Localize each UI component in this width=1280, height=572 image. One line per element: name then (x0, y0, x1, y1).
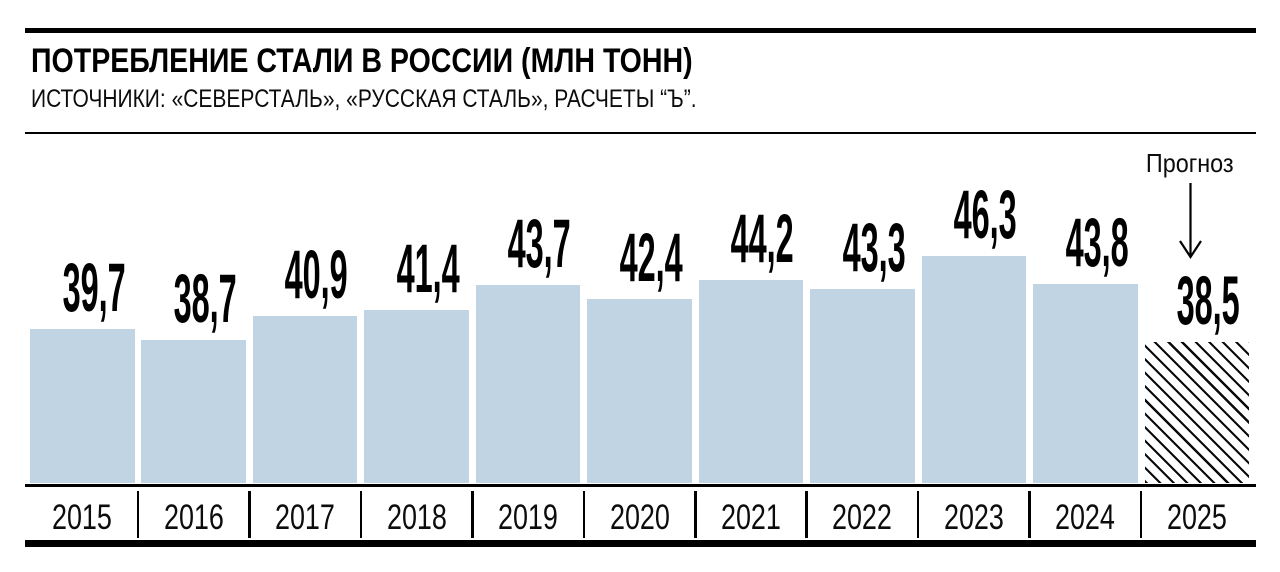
x-axis-year-text: 2015 (52, 498, 113, 537)
bar-value-text: 40,9 (284, 235, 349, 313)
bar-value-text: 44,2 (730, 199, 794, 277)
x-axis-year-label-2017: 2017 (249, 500, 361, 535)
bar-2021 (698, 279, 804, 483)
x-axis-tick (1028, 491, 1031, 538)
chart-title-text: ПОТРЕБЛЕНИЕ СТАЛИ В РОССИИ (МЛН ТОНН) (31, 42, 693, 80)
x-axis-year-label-2021: 2021 (695, 500, 807, 535)
bar-2015 (30, 329, 135, 483)
x-axis-year-label-2025: 2025 (1141, 500, 1253, 535)
bar-value-text: 46,3 (953, 176, 1017, 254)
x-axis-tick (136, 491, 140, 538)
x-axis-year-label-2016: 2016 (138, 500, 250, 535)
bar-value-label-2022: 43,3 (807, 213, 919, 282)
bar-2020 (587, 299, 692, 483)
x-axis-tick (582, 491, 585, 538)
bar-value-text: 43,8 (1065, 203, 1129, 281)
bar-2017 (252, 315, 358, 483)
bar-value-label-2015: 39,7 (27, 253, 139, 322)
forecast-down-arrow-icon (1179, 183, 1202, 260)
bar-value-label-2021: 44,2 (695, 204, 807, 273)
x-axis-year-label-2019: 2019 (472, 500, 584, 535)
x-axis-tick (248, 491, 251, 538)
forecast-label-text: Прогноз (1146, 148, 1234, 178)
x-axis-year-text: 2025 (1166, 498, 1227, 537)
bar-2019 (475, 285, 581, 483)
bar-value-text: 42,4 (619, 219, 683, 297)
x-axis-year-label-2024: 2024 (1030, 500, 1142, 535)
x-axis-tick (694, 491, 697, 538)
bar-value-label-2024: 43,8 (1030, 208, 1142, 277)
chart-sources: ИСТОЧНИКИ: «СЕВЕРСТАЛЬ», «РУССКАЯ СТАЛЬ»… (31, 87, 823, 112)
x-axis-year-text: 2016 (163, 498, 224, 537)
x-axis-tick (359, 491, 363, 538)
x-axis-tick (916, 491, 920, 538)
bar-value-text: 43,7 (507, 205, 572, 282)
bar-value-text: 41,4 (396, 230, 460, 308)
bar-value-text: 38,7 (173, 260, 237, 337)
bar-value-label-2018: 41,4 (361, 234, 473, 303)
forecast-label: Прогноз (1110, 150, 1270, 176)
bar-value-text: 39,7 (62, 249, 126, 326)
bar-2018 (364, 310, 469, 483)
bar-value-label-2017: 40,9 (249, 240, 361, 309)
x-axis-year-text: 2024 (1055, 498, 1116, 537)
bar-value-label-2023: 46,3 (918, 180, 1030, 249)
bar-2016 (141, 340, 246, 483)
bar-value-label-2025: 38,5 (1141, 266, 1253, 335)
chart-sources-text: ИСТОЧНИКИ: «СЕВЕРСТАЛЬ», «РУССКАЯ СТАЛЬ»… (31, 85, 697, 113)
bar-2022 (810, 289, 915, 483)
x-axis-year-text: 2017 (275, 498, 336, 537)
bar-value-text: 38,5 (1176, 262, 1240, 340)
x-axis-year-label-2022: 2022 (807, 500, 919, 535)
chart-title: ПОТРЕБЛЕНИЕ СТАЛИ В РОССИИ (МЛН ТОНН) (31, 44, 819, 78)
bar-2024 (1033, 283, 1138, 483)
x-axis-year-label-2015: 2015 (27, 500, 139, 535)
bar-forecast-2025 (1144, 342, 1249, 483)
bottom-rule (25, 540, 1256, 547)
bar-value-label-2020: 42,4 (584, 223, 696, 292)
x-axis-tick (805, 491, 808, 538)
x-axis-year-text: 2023 (943, 498, 1004, 537)
x-axis-year-text: 2019 (498, 498, 559, 537)
bar-value-label-2019: 43,7 (472, 209, 584, 278)
x-axis-year-text: 2020 (609, 498, 670, 537)
x-axis-tick (1139, 491, 1143, 538)
x-axis-year-text: 2021 (720, 498, 781, 537)
x-axis-year-label-2018: 2018 (361, 500, 473, 535)
x-axis-year-label-2020: 2020 (584, 500, 696, 535)
top-rule (25, 28, 1256, 33)
x-axis-year-text: 2018 (386, 498, 447, 537)
x-axis-year-label-2023: 2023 (918, 500, 1030, 535)
x-axis-tick (471, 491, 474, 538)
x-axis-year-text: 2022 (832, 498, 893, 537)
x-axis-line (25, 484, 1256, 487)
bar-2023 (921, 256, 1027, 483)
bar-value-label-2016: 38,7 (138, 264, 250, 333)
bar-value-text: 43,3 (842, 209, 906, 287)
header-divider-rule (25, 132, 1256, 134)
